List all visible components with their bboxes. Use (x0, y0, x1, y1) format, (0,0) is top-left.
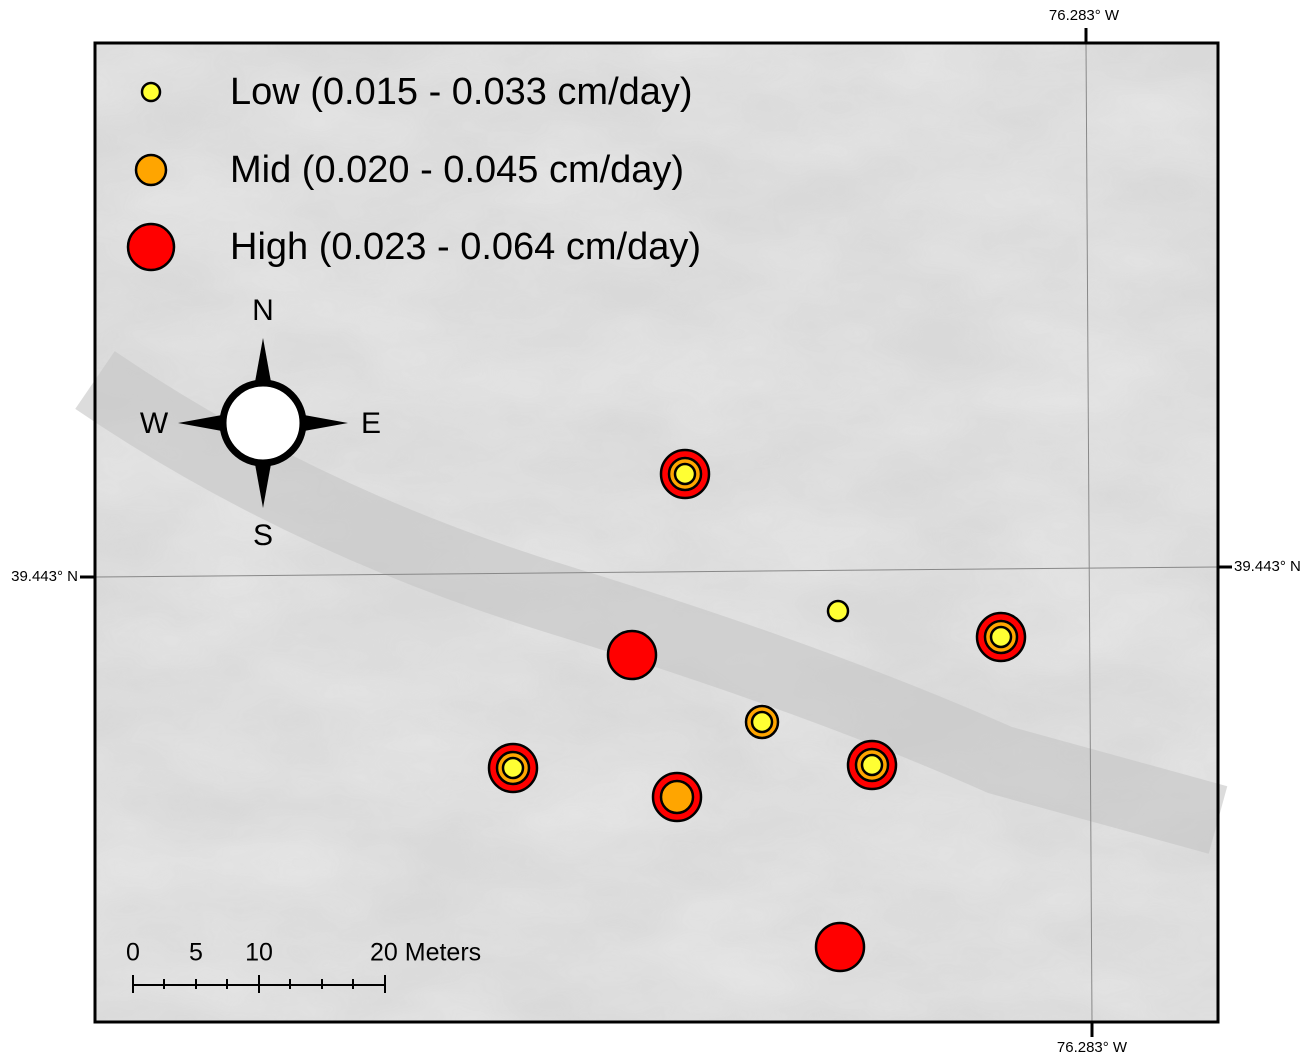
compass-arrow (178, 415, 222, 431)
site-symbol (659, 779, 695, 815)
site-symbol (860, 753, 884, 777)
site-symbol (673, 462, 697, 486)
compass-label: E (361, 407, 381, 440)
compass-label: W (140, 407, 169, 440)
site-symbol (826, 599, 850, 623)
scale-bar (132, 975, 386, 993)
legend-label: Low (0.015 - 0.033 cm/day) (230, 71, 693, 113)
site (826, 599, 850, 623)
compass-arrow (255, 338, 271, 382)
map-frame (93, 41, 1220, 1024)
site-symbol (750, 710, 774, 734)
compass-arrow (304, 415, 348, 431)
coord-label: 76.283° W (1057, 1039, 1128, 1056)
imagery-texture (95, 43, 1218, 1022)
coord-label: 76.283° W (1049, 7, 1120, 24)
legend-label: Mid (0.020 - 0.045 cm/day) (230, 149, 684, 191)
compass: N E S W (140, 294, 381, 552)
site (606, 629, 658, 681)
site (659, 448, 711, 500)
compass-ring (219, 379, 307, 467)
coord-label: 39.443° N (1234, 558, 1301, 575)
scale-label: 5 (189, 939, 203, 967)
scale-ticks (132, 975, 386, 993)
site-symbol (814, 921, 866, 973)
compass-arrow (255, 464, 271, 508)
scale-label: 0 (126, 939, 140, 967)
sites (487, 448, 1027, 973)
graticule-line (1085, 42, 1093, 1023)
site-symbol (989, 625, 1013, 649)
site (814, 921, 866, 973)
scale-label: 10 (245, 939, 273, 967)
compass-label: N (252, 294, 274, 327)
compass-label: S (253, 519, 273, 552)
site (744, 704, 780, 740)
site (651, 771, 703, 823)
site (487, 742, 539, 794)
scale-label: 20 Meters (370, 939, 481, 967)
legend-symbol (134, 153, 168, 187)
site (846, 739, 898, 791)
legend: Low (0.015 - 0.033 cm/day) Mid (0.020 - 0… (126, 71, 701, 272)
legend-label: High (0.023 - 0.064 cm/day) (230, 226, 701, 268)
legend-symbol (126, 222, 176, 272)
graticule-line (94, 566, 1219, 578)
site-symbol (501, 756, 525, 780)
site-symbol (606, 629, 658, 681)
site (975, 611, 1027, 663)
coord-label: 39.443° N (11, 568, 78, 585)
terrain (75, 351, 1228, 854)
legend-symbol (140, 81, 162, 103)
